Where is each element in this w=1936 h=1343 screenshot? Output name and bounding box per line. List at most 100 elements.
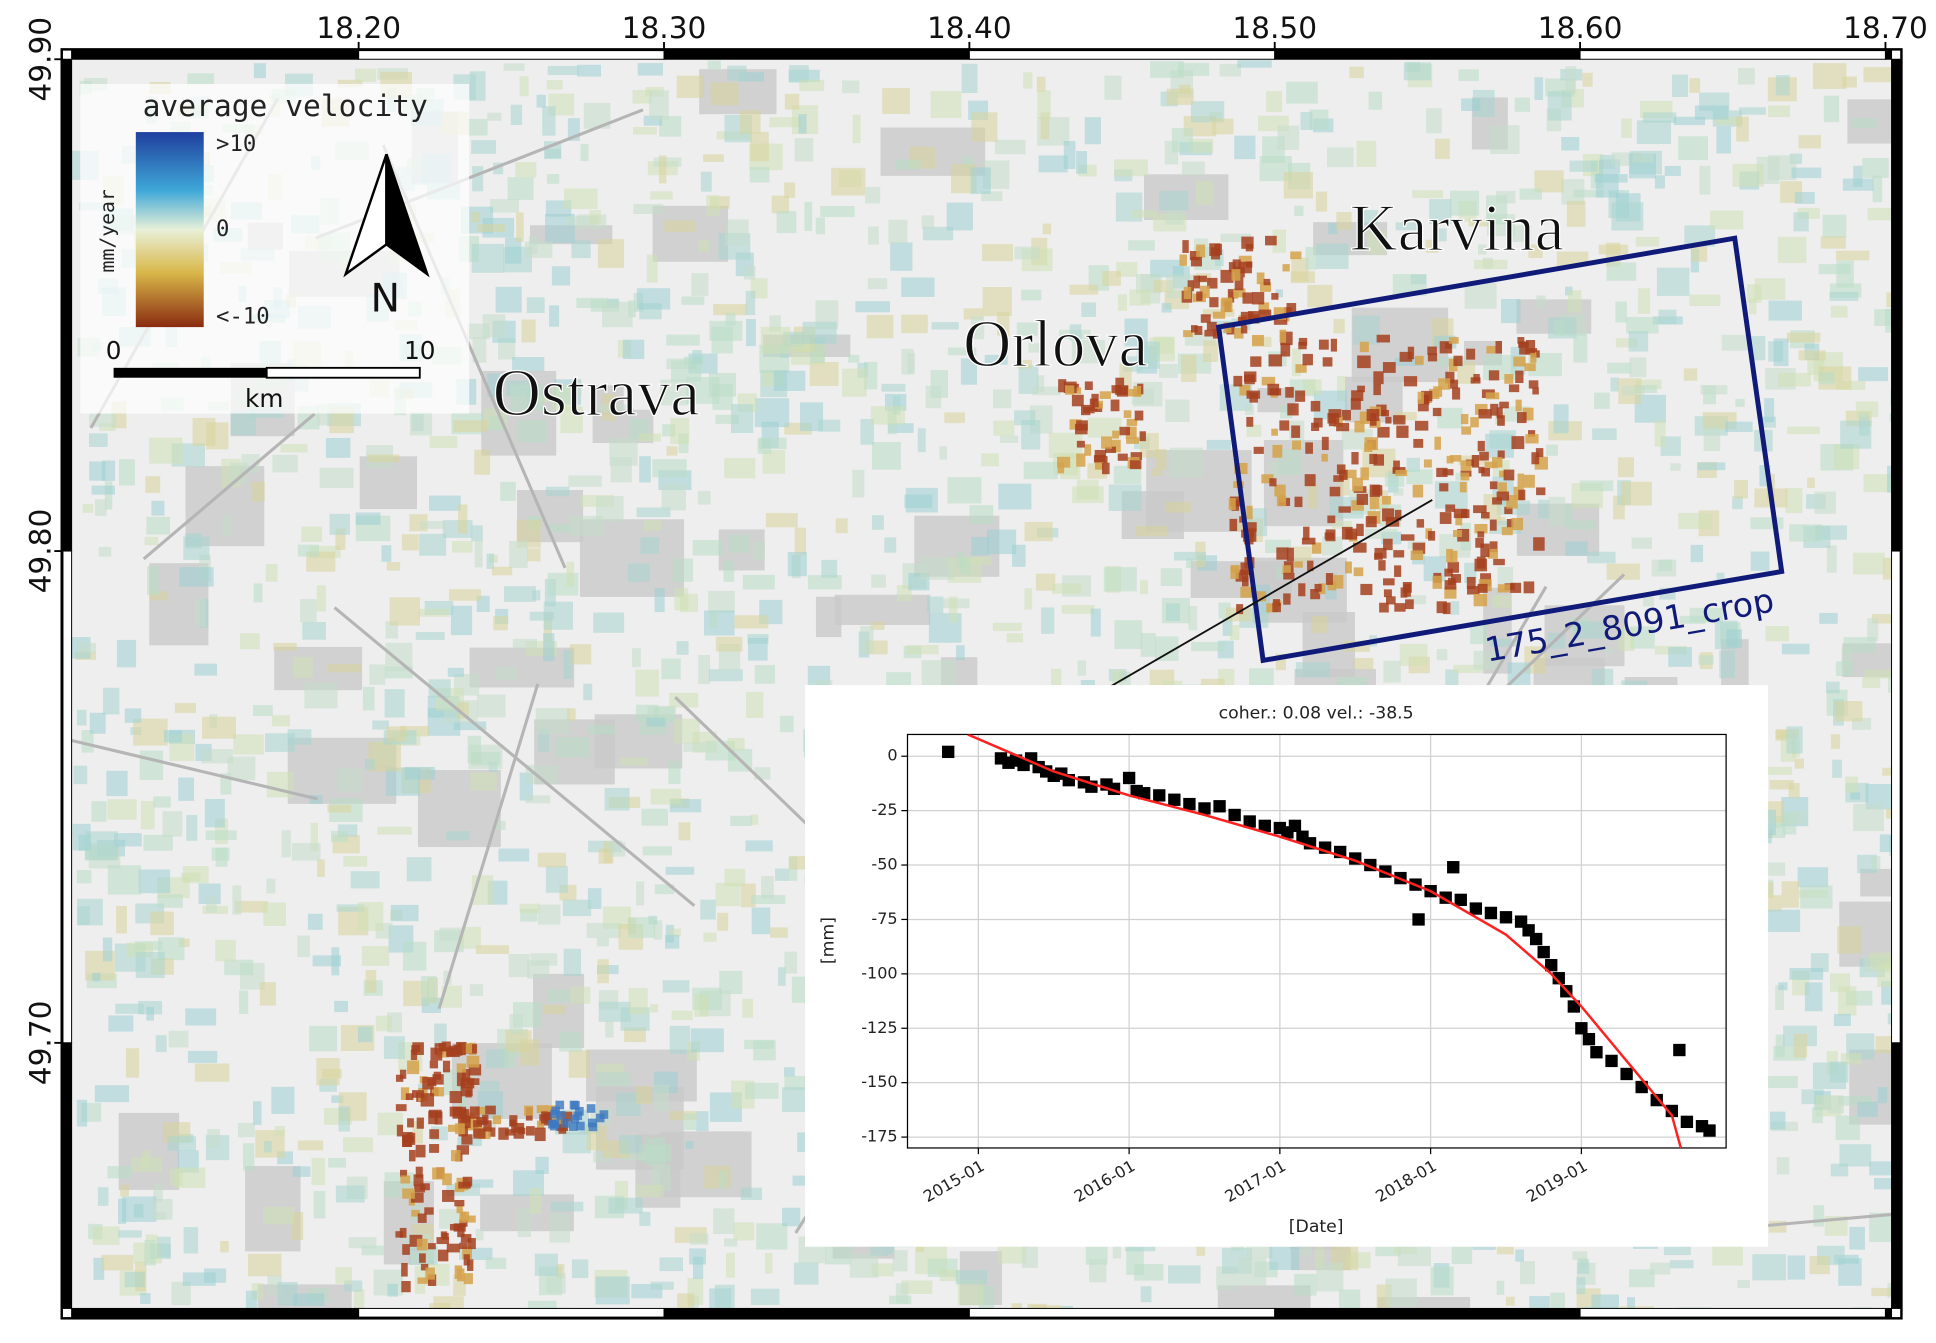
velocity-patch bbox=[1333, 318, 1345, 334]
velocity-patch bbox=[543, 1004, 567, 1015]
velocity-patch bbox=[674, 718, 700, 744]
velocity-patch bbox=[1225, 607, 1252, 622]
velocity-patch bbox=[1303, 379, 1322, 395]
frame-segment bbox=[1891, 1042, 1901, 1309]
velocity-patch bbox=[994, 139, 1026, 155]
subsidence-patch bbox=[1503, 469, 1515, 481]
velocity-patch bbox=[704, 1165, 731, 1189]
velocity-patch bbox=[745, 840, 773, 852]
subsidence-patch bbox=[1351, 390, 1364, 401]
velocity-patch bbox=[1356, 140, 1377, 167]
velocity-patch bbox=[412, 1121, 423, 1144]
subsidence-patch bbox=[461, 1043, 473, 1054]
velocity-patch bbox=[429, 1303, 451, 1309]
velocity-patch bbox=[1061, 605, 1095, 614]
velocity-patch bbox=[220, 773, 232, 795]
velocity-patch bbox=[640, 537, 660, 554]
velocity-patch bbox=[143, 834, 173, 851]
subsidence-patch bbox=[1351, 500, 1364, 511]
subsidence-patch bbox=[410, 1049, 418, 1061]
velocity-patch bbox=[1495, 190, 1516, 204]
subsidence-patch bbox=[1350, 398, 1361, 410]
velocity-patch bbox=[162, 811, 183, 837]
subsidence-patch bbox=[1091, 393, 1099, 408]
subsidence-patch bbox=[1518, 489, 1526, 501]
velocity-patch bbox=[971, 112, 998, 142]
y-tick-label: -175 bbox=[861, 1127, 897, 1146]
velocity-patch bbox=[104, 481, 113, 510]
velocity-patch bbox=[306, 551, 336, 572]
subsidence-patch bbox=[1354, 420, 1365, 433]
subsidence-patch bbox=[1259, 282, 1272, 292]
velocity-patch bbox=[470, 772, 497, 791]
velocity-patch bbox=[690, 1028, 724, 1053]
velocity-patch bbox=[650, 1004, 659, 1013]
velocity-patch bbox=[1300, 112, 1313, 131]
velocity-patch bbox=[361, 945, 390, 966]
velocity-patch bbox=[901, 277, 935, 297]
subsidence-patch bbox=[1198, 275, 1207, 282]
subsidence-patch bbox=[1303, 526, 1310, 541]
subsidence-patch bbox=[1433, 386, 1443, 397]
subsidence-patch bbox=[432, 1074, 444, 1085]
velocity-patch bbox=[482, 314, 506, 338]
velocity-patch bbox=[586, 923, 621, 939]
y-tick-label: -100 bbox=[861, 963, 897, 982]
velocity-patch bbox=[118, 1230, 142, 1238]
velocity-patch bbox=[1759, 464, 1771, 487]
subsidence-patch bbox=[1214, 243, 1222, 255]
velocity-patch bbox=[1605, 647, 1614, 655]
subsidence-patch bbox=[1329, 486, 1341, 497]
velocity-patch bbox=[1315, 191, 1328, 212]
subsidence-patch bbox=[1394, 565, 1402, 577]
velocity-patch bbox=[632, 89, 652, 104]
velocity-patch bbox=[1403, 62, 1432, 81]
velocity-patch bbox=[533, 394, 560, 403]
velocity-patch bbox=[1789, 968, 1824, 980]
velocity-patch bbox=[1027, 1303, 1047, 1309]
velocity-patch bbox=[896, 585, 912, 602]
velocity-patch bbox=[1561, 137, 1580, 151]
velocity-patch bbox=[1793, 1033, 1808, 1058]
velocity-patch bbox=[962, 156, 974, 169]
frame-segment bbox=[62, 58, 73, 552]
velocity-patch bbox=[516, 212, 524, 242]
velocity-patch bbox=[152, 1211, 166, 1220]
subsidence-patch bbox=[1279, 329, 1287, 343]
velocity-patch bbox=[329, 513, 351, 535]
velocity-patch bbox=[1567, 290, 1582, 313]
subsidence-patch bbox=[1466, 576, 1476, 590]
velocity-patch bbox=[756, 1223, 788, 1250]
velocity-patch bbox=[1305, 246, 1317, 270]
velocity-patch bbox=[1689, 78, 1701, 93]
frame-segment bbox=[968, 50, 1276, 60]
subsidence-patch bbox=[411, 1209, 420, 1217]
velocity-patch bbox=[1012, 544, 1026, 567]
velocity-patch bbox=[884, 537, 897, 553]
subsidence-patch bbox=[1416, 519, 1425, 528]
velocity-patch bbox=[1683, 368, 1698, 381]
velocity-patch bbox=[93, 1257, 105, 1280]
velocity-patch bbox=[491, 566, 513, 576]
velocity-patch bbox=[1023, 72, 1033, 89]
velocity-patch bbox=[441, 985, 463, 1008]
scatter-point bbox=[1590, 1046, 1603, 1059]
velocity-patch bbox=[164, 730, 183, 743]
subsidence-patch bbox=[1498, 482, 1507, 494]
velocity-patch bbox=[1818, 264, 1851, 275]
subsidence-patch bbox=[400, 1087, 410, 1100]
velocity-patch bbox=[1173, 551, 1206, 561]
velocity-patch bbox=[495, 286, 522, 313]
subsidence-patch bbox=[442, 1173, 452, 1186]
velocity-patch bbox=[628, 917, 656, 938]
velocity-patch bbox=[1311, 616, 1328, 633]
velocity-patch bbox=[1887, 1013, 1892, 1025]
subsidence-patch bbox=[1240, 586, 1253, 598]
plot-frame bbox=[906, 733, 1727, 1149]
velocity-patch bbox=[206, 422, 229, 450]
velocity-patch bbox=[510, 104, 523, 126]
subsidence-patch bbox=[1327, 515, 1336, 524]
subsidence-patch bbox=[1447, 379, 1459, 389]
velocity-patch bbox=[477, 694, 506, 718]
